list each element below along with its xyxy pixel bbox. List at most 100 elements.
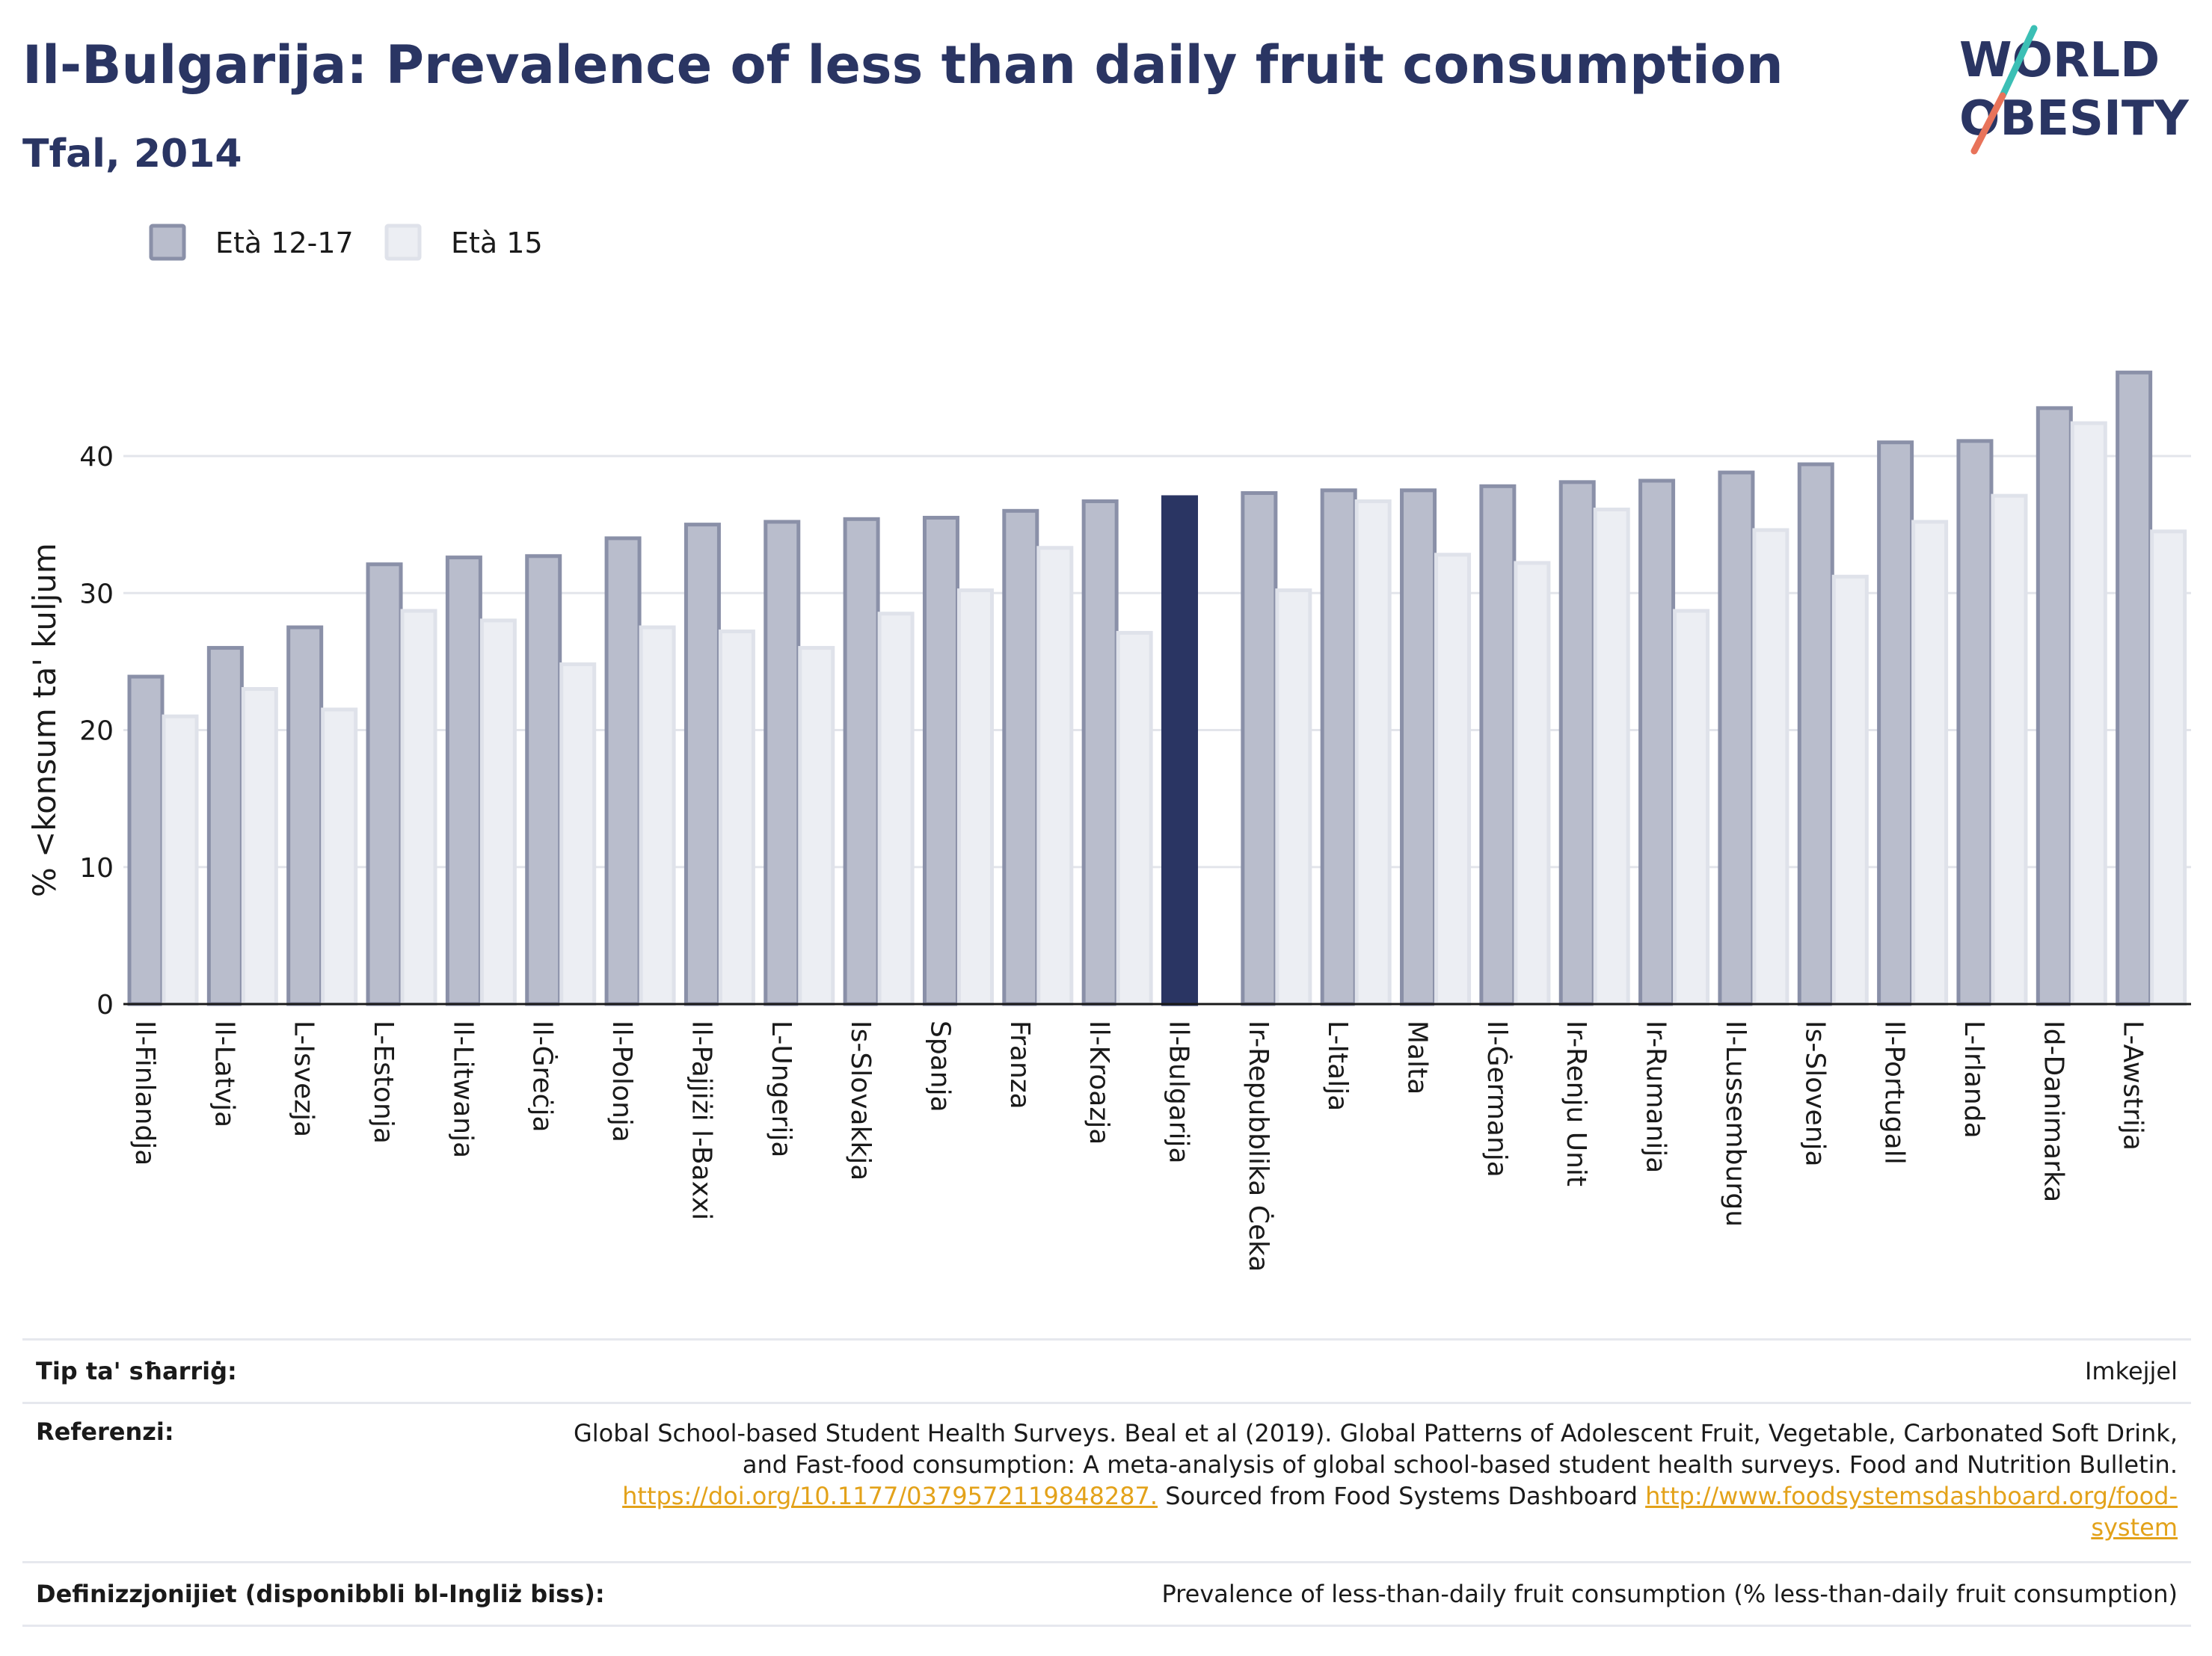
bar-series-2	[162, 714, 199, 1006]
reference-line-1: Global School-based Student Health Surve…	[573, 1419, 2178, 1447]
survey-type-row: Tip ta' sħarriġ: Imkejjel	[22, 1338, 2191, 1402]
x-tick-label: Il-Polonja	[606, 1021, 637, 1142]
logo-line-1: WORLD	[1959, 33, 2160, 88]
bar-series-1	[764, 520, 801, 1006]
x-tick-label: Franza	[1004, 1021, 1035, 1109]
x-tick-label: Id-Danimarka	[2038, 1021, 2068, 1202]
bar-series-2	[1434, 552, 1472, 1006]
references-value: Global School-based Student Health Surve…	[574, 1418, 2191, 1543]
legend-label-series-1: Età 12-17	[215, 227, 354, 259]
bar-series-1	[1479, 484, 1517, 1006]
chart-title: Il-Bulgarija: Prevalence of less than da…	[22, 34, 1784, 96]
bar-series-1	[1400, 488, 1437, 1006]
bar-series-1	[1002, 508, 1039, 1006]
bar-series-2	[2070, 421, 2107, 1006]
legend-swatch-series-1	[149, 224, 186, 261]
x-tick-label: L-Ungerija	[766, 1021, 796, 1157]
dashboard-link-part-2[interactable]: system	[2091, 1513, 2178, 1542]
dashboard-link-part-1[interactable]: http://www.foodsystemsdashboard.org/food…	[1645, 1482, 2178, 1510]
bar-series-2	[798, 646, 835, 1006]
bar-series-2	[559, 662, 597, 1006]
bar-series-1	[2116, 370, 2153, 1006]
bar-series-1	[206, 646, 244, 1006]
references-row: Referenzi: Global School-based Student H…	[22, 1402, 2191, 1561]
logo-accent-coral	[1970, 92, 2006, 155]
bar-series-1	[127, 674, 165, 1006]
bar-series-1	[1877, 440, 1914, 1006]
legend-swatch-series-2	[384, 224, 422, 261]
bar-series-2	[1116, 630, 1153, 1006]
x-tick-label: L-Italja	[1322, 1021, 1353, 1111]
bar-series-1	[366, 562, 403, 1006]
bar-series-1	[604, 536, 642, 1006]
y-tick-label: 40	[79, 442, 114, 473]
reference-source: Sourced from Food Systems Dashboard	[1158, 1482, 1646, 1510]
x-tick-label: L-Awstrija	[2118, 1021, 2148, 1151]
chart-subtitle: Tfal, 2014	[22, 132, 242, 176]
bar-series-1	[1241, 490, 1278, 1006]
bar-series-1	[922, 515, 959, 1006]
x-tick-label: Il-Latvja	[209, 1021, 239, 1127]
x-tick-label: Is-Slovenja	[1799, 1021, 1830, 1167]
x-axis-categories: Il-Finlandja Il-Latvja L-Isvezja L-Estonja I…	[129, 1021, 2148, 1272]
x-tick-label: Malta	[1402, 1021, 1433, 1095]
x-tick-label: L-Irlanda	[1958, 1021, 1989, 1139]
y-tick-label: 20	[79, 716, 114, 747]
bar-series-2	[241, 687, 278, 1006]
definitions-row: Definizzjonijiet (disponibbli bl-Ingliż …	[22, 1561, 2191, 1627]
bar-series-2	[639, 625, 676, 1006]
references-label: Referenzi:	[36, 1418, 174, 1446]
bar-series-2	[1593, 507, 1630, 1006]
logo-accent-teal	[1999, 25, 2038, 99]
x-tick-label: Ir-Rumanija	[1641, 1021, 1671, 1173]
legend-label-series-2: Età 15	[451, 227, 543, 259]
bar-series-1	[1956, 439, 1994, 1006]
x-tick-label: Il-Finlandja	[129, 1021, 160, 1166]
bar-series-2	[1991, 493, 2028, 1006]
x-tick-label: L-Estonja	[368, 1021, 399, 1144]
bar-series-2	[321, 707, 358, 1006]
world-obesity-logo: WORLD OBESITY	[1959, 25, 2189, 155]
x-tick-label: Ir-Renju Unit	[1561, 1021, 1591, 1186]
x-tick-label: L-Isvezja	[289, 1021, 319, 1137]
bar-series-2	[400, 609, 437, 1006]
x-tick-label: Il-Ġreċja	[527, 1021, 559, 1133]
x-tick-label: Il-Portugall	[1879, 1021, 1910, 1165]
definitions-label: Definizzjonijiet (disponibbli bl-Ingliż …	[36, 1580, 605, 1608]
bar-series-2	[1036, 546, 1074, 1006]
bar-series-1	[1718, 470, 1755, 1006]
survey-type-label: Tip ta' sħarriġ:	[36, 1357, 237, 1385]
bar-series-2	[479, 618, 517, 1006]
reference-line-2: and Fast-food consumption: A meta-analys…	[742, 1450, 2178, 1479]
y-axis-label: % <konsum ta' kuljum	[26, 543, 63, 897]
x-tick-label: Il-Ġermanja	[1481, 1021, 1513, 1178]
bar-series-1	[683, 523, 721, 1006]
y-tick-label: 10	[79, 853, 114, 884]
bar-series-2	[877, 612, 915, 1006]
bar-series-2	[1673, 609, 1710, 1006]
bar-series-2	[956, 588, 994, 1006]
bar-series-1	[1797, 462, 1834, 1006]
bar-series-2	[1911, 520, 1949, 1006]
bar-series-2	[1275, 588, 1312, 1006]
x-tick-label: Ir-Repubblika Ċeka	[1243, 1021, 1274, 1272]
bar-series-1	[1320, 488, 1357, 1006]
x-tick-label: Is-Slovakkja	[845, 1021, 876, 1181]
bar-series-2	[1514, 561, 1551, 1006]
bar-series-1	[1558, 480, 1596, 1006]
survey-type-value: Imkejjel	[2084, 1357, 2178, 1385]
bar-series-2	[1831, 574, 1869, 1006]
bar-series-1	[1638, 478, 1676, 1006]
bar-series-2	[1752, 528, 1789, 1006]
bar-series-2	[2150, 529, 2187, 1006]
doi-link[interactable]: https://doi.org/10.1177/0379572119848287…	[622, 1482, 1158, 1510]
y-tick-label: 0	[96, 990, 114, 1021]
chart-legend: Età 12-17 Età 15	[149, 224, 543, 261]
x-tick-label: Il-Litwanja	[447, 1021, 478, 1158]
bar-series-1	[1081, 499, 1119, 1006]
y-tick-label: 30	[79, 579, 114, 609]
bar-series-1	[1161, 495, 1198, 1006]
x-tick-label: Il-Kroazja	[1084, 1021, 1114, 1145]
bar-series-1	[525, 554, 562, 1006]
